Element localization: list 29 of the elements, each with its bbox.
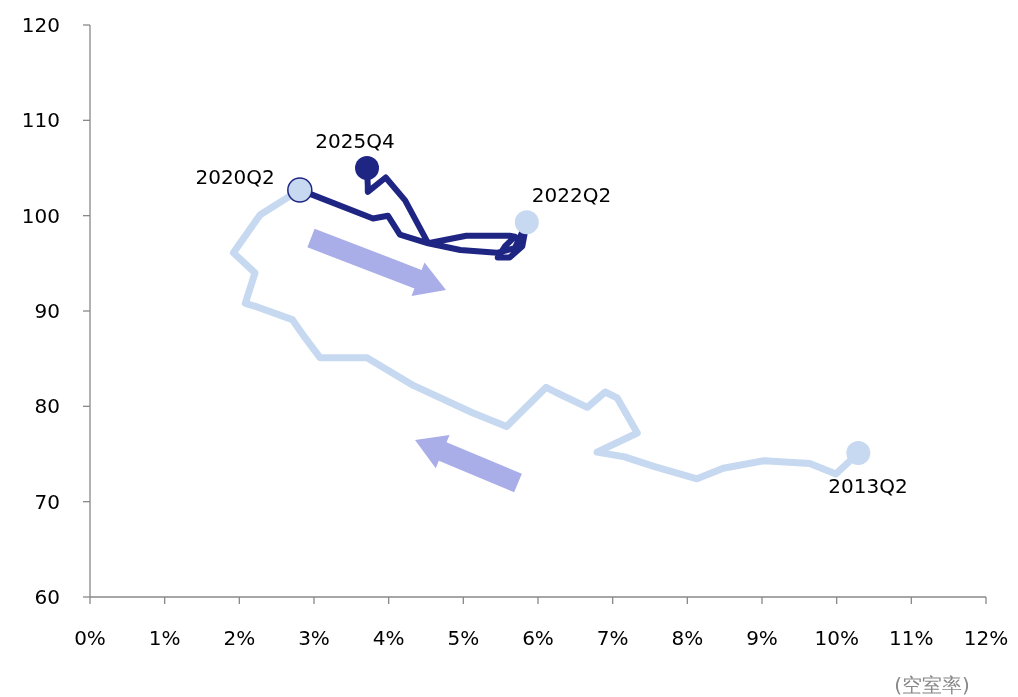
x-tick-label: 0% — [74, 626, 106, 650]
x-tick-label: 1% — [148, 626, 181, 650]
y-tick-label: 80 — [34, 394, 60, 419]
annotation: 2025Q4 — [315, 129, 395, 153]
x-tick-label: 2% — [223, 626, 256, 650]
annotation: 2020Q2 — [195, 164, 275, 189]
x-tick-label: 11% — [889, 626, 934, 650]
x-axis-title: (空室率) — [894, 673, 970, 697]
y-tick-label: 100 — [21, 203, 60, 228]
x-tick-label: 3% — [298, 626, 330, 650]
point — [355, 156, 380, 180]
x-tick-label: 12% — [963, 626, 1009, 650]
x-tick-label: 8% — [671, 626, 704, 650]
y-tick-label: 110 — [21, 108, 60, 133]
annotation: 2013Q2 — [828, 474, 908, 499]
point — [846, 441, 871, 466]
point — [514, 210, 539, 235]
x-tick-label: 9% — [746, 626, 778, 650]
y-tick-label: 70 — [34, 489, 60, 514]
x-tick-label: 4% — [372, 626, 405, 650]
x-tick-label: 6% — [522, 626, 554, 650]
x-tick-label: 5% — [447, 626, 480, 650]
x-tick-label: 10% — [814, 626, 859, 650]
x-tick-label: 7% — [596, 626, 629, 650]
annotation: 2022Q2 — [531, 183, 612, 208]
y-tick-label: 60 — [34, 585, 60, 609]
point — [287, 177, 313, 203]
y-tick-label: 90 — [34, 299, 60, 323]
y-tick-label: 120 — [21, 13, 60, 37]
